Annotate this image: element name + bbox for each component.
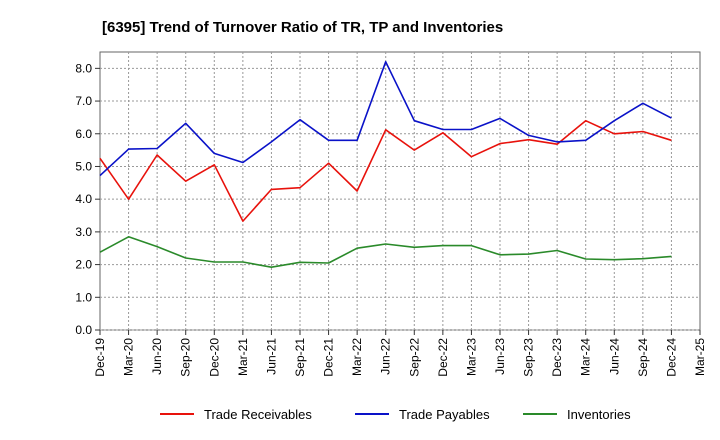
x-tick-label: Mar-21 <box>236 338 250 376</box>
x-tick-label: Dec-19 <box>93 338 107 377</box>
plot-area: 0.0 1.0 2.0 3.0 4.0 5.0 6.0 7.0 8.0 Dec-19 Mar-20 J… <box>75 51 707 377</box>
legend-label: Trade Receivables <box>204 407 312 422</box>
legend: Trade Receivables Trade Payables Inventori… <box>160 407 631 422</box>
y-tick-label: 4.0 <box>75 192 92 206</box>
x-tick-label: Dec-21 <box>322 338 336 377</box>
x-tick-label: Jun-24 <box>607 338 621 375</box>
plot-border <box>99 51 701 331</box>
series-line-trade-receivables <box>99 119 672 222</box>
x-tick-label: Mar-25 <box>693 338 707 376</box>
x-tick-label: Mar-20 <box>122 338 136 376</box>
x-tick-label: Sep-24 <box>636 338 650 377</box>
x-tick-label: Sep-20 <box>179 338 193 377</box>
series-line-trade-payables <box>99 60 672 177</box>
x-tick-label: Mar-23 <box>464 338 478 376</box>
y-tick-label: 7.0 <box>75 94 92 108</box>
x-tick-label: Sep-21 <box>293 338 307 377</box>
x-tick-label: Dec-24 <box>664 338 678 377</box>
y-tick-label: 8.0 <box>75 61 92 75</box>
y-tick-label: 6.0 <box>75 127 92 141</box>
x-tick-label: Jun-21 <box>264 338 278 375</box>
x-tick-label: Jun-23 <box>493 338 507 375</box>
legend-label: Inventories <box>567 407 631 422</box>
x-tick-label: Jun-22 <box>379 338 393 375</box>
x-tick-label: Dec-23 <box>550 338 564 377</box>
y-tick-label: 5.0 <box>75 159 92 173</box>
chart-title: [6395] Trend of Turnover Ratio of TR, TP… <box>102 19 503 36</box>
series-line-inventories <box>99 236 672 269</box>
x-tick-label: Sep-23 <box>522 338 536 377</box>
x-tick-label: Dec-22 <box>436 338 450 377</box>
x-tick-label: Sep-22 <box>407 338 421 377</box>
y-tick-label: 3.0 <box>75 225 92 239</box>
x-tick-label: Mar-24 <box>579 338 593 376</box>
x-tick-label: Mar-22 <box>350 338 364 376</box>
y-tick-label: 0.0 <box>75 323 92 337</box>
x-tick-label: Jun-20 <box>150 338 164 375</box>
y-tick-label: 1.0 <box>75 290 92 304</box>
y-tick-label: 2.0 <box>75 258 92 272</box>
x-tick-label: Dec-20 <box>207 338 221 377</box>
legend-label: Trade Payables <box>399 407 490 422</box>
